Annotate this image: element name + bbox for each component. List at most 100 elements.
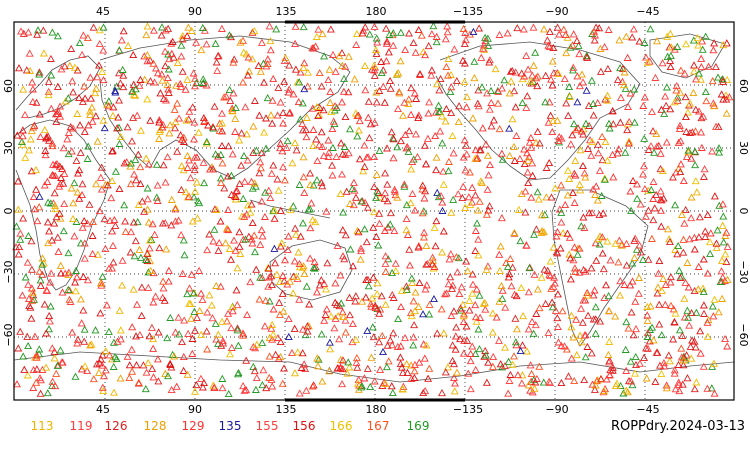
observation-marker xyxy=(231,103,240,111)
observation-marker xyxy=(270,214,279,222)
observation-marker xyxy=(109,103,118,111)
observation-marker xyxy=(444,157,453,165)
observation-marker xyxy=(721,334,730,343)
observation-marker xyxy=(394,104,402,113)
bottom-lon-label: −135 xyxy=(453,403,483,416)
observation-marker xyxy=(508,66,517,75)
observation-marker xyxy=(528,171,537,179)
observation-marker xyxy=(351,335,360,344)
observation-marker xyxy=(393,342,402,350)
observation-marker xyxy=(683,258,692,266)
observation-marker xyxy=(557,218,566,226)
observation-marker xyxy=(133,300,141,308)
observation-marker xyxy=(429,256,438,264)
observation-marker xyxy=(380,378,389,386)
observation-marker xyxy=(366,120,375,128)
observation-marker xyxy=(553,227,562,236)
observation-marker xyxy=(267,169,276,177)
observation-marker xyxy=(143,249,152,258)
observation-marker xyxy=(142,154,151,162)
observation-marker xyxy=(622,239,631,247)
observation-marker xyxy=(505,124,514,132)
observation-marker xyxy=(52,369,61,377)
observation-marker xyxy=(606,256,615,264)
observation-marker xyxy=(348,185,357,193)
observation-marker xyxy=(278,271,287,279)
observation-marker xyxy=(691,127,700,135)
map-title: ROPPdry.2024-03-13 xyxy=(611,419,745,434)
observation-marker xyxy=(29,123,38,131)
observation-marker xyxy=(335,52,344,60)
observation-marker xyxy=(518,371,527,379)
observation-marker xyxy=(188,334,197,342)
observation-marker xyxy=(176,131,185,139)
observation-marker xyxy=(267,272,276,280)
observation-marker xyxy=(173,147,182,155)
observation-marker xyxy=(708,147,717,155)
observation-marker xyxy=(361,293,370,301)
observation-marker xyxy=(543,36,552,44)
observation-marker xyxy=(103,100,112,108)
observation-marker xyxy=(386,336,395,344)
observation-marker xyxy=(655,256,664,265)
observation-marker xyxy=(521,187,530,195)
observation-marker xyxy=(391,259,400,267)
observation-marker xyxy=(658,166,667,175)
observation-marker xyxy=(483,185,492,193)
observation-marker xyxy=(326,87,335,95)
observation-marker xyxy=(238,331,247,339)
observation-marker xyxy=(214,246,223,254)
observation-marker xyxy=(110,388,118,396)
observation-marker xyxy=(649,215,658,224)
observation-marker xyxy=(171,217,180,225)
observation-marker xyxy=(690,67,699,75)
observation-marker xyxy=(405,29,413,37)
observation-marker xyxy=(231,127,240,135)
observation-marker xyxy=(521,208,530,216)
observation-marker xyxy=(662,83,671,91)
observation-marker xyxy=(691,177,700,185)
observation-marker xyxy=(134,150,143,158)
observation-marker xyxy=(674,138,683,146)
observation-marker xyxy=(553,314,562,322)
observation-marker xyxy=(189,289,198,297)
observation-marker xyxy=(108,176,117,184)
observation-marker xyxy=(438,248,447,256)
observation-marker xyxy=(367,353,376,361)
observation-marker xyxy=(548,298,557,306)
observation-marker xyxy=(290,257,299,265)
observation-marker xyxy=(136,162,145,171)
observation-marker xyxy=(340,142,349,150)
observation-marker xyxy=(579,213,588,221)
observation-marker xyxy=(447,108,456,117)
top-lon-label: 135 xyxy=(276,5,297,18)
observation-marker xyxy=(64,128,73,136)
observation-marker xyxy=(128,87,137,95)
observation-marker xyxy=(115,139,124,147)
observation-marker xyxy=(383,180,392,188)
observation-marker xyxy=(142,255,150,263)
observation-marker xyxy=(192,178,201,186)
observation-marker xyxy=(265,373,274,381)
observation-marker xyxy=(144,358,153,367)
observation-marker xyxy=(71,287,80,295)
observation-marker xyxy=(570,376,579,385)
observation-marker xyxy=(50,189,59,197)
observation-marker xyxy=(662,384,671,392)
observation-marker xyxy=(482,210,491,218)
observation-marker xyxy=(125,373,134,382)
observation-marker xyxy=(322,207,331,215)
observation-marker xyxy=(561,30,570,39)
observation-marker xyxy=(657,206,665,214)
observation-marker xyxy=(696,327,705,335)
observation-marker xyxy=(517,69,526,77)
observation-marker xyxy=(212,281,221,289)
observation-marker xyxy=(675,326,684,334)
observation-marker xyxy=(95,39,104,48)
observation-marker xyxy=(589,111,598,119)
observation-marker xyxy=(495,297,504,305)
observation-marker xyxy=(353,363,362,371)
observation-marker xyxy=(107,193,116,202)
observation-marker xyxy=(250,96,259,104)
observation-marker xyxy=(270,206,279,214)
